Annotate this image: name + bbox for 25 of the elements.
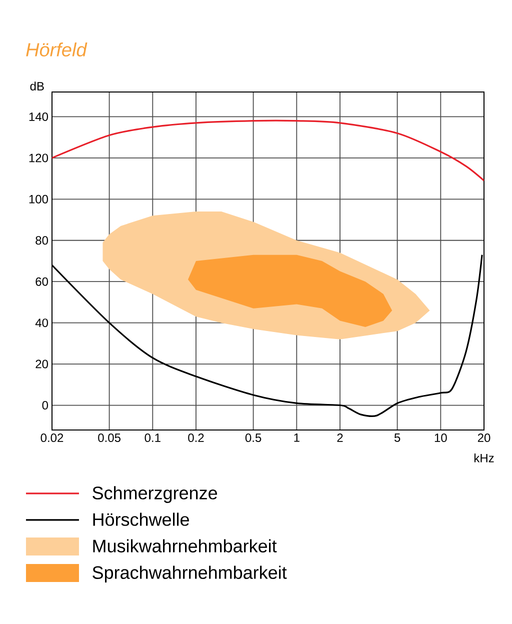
legend-label: Hörschwelle — [93, 512, 190, 526]
legend-label: Sprachwahrnehmbarkeit — [92, 566, 287, 583]
y-axis-title: dB — [30, 82, 44, 90]
y-tick-label: 80 — [36, 236, 48, 245]
x-tick-label: 0.05 — [98, 434, 120, 442]
x-axis-title: kHz — [474, 454, 494, 462]
x-tick-label: 0.1 — [144, 434, 160, 442]
y-tick-label: 120 — [29, 154, 48, 162]
legend-label: Musikwahrnehmbarkeit — [93, 539, 277, 552]
y-tick-label: 20 — [36, 360, 48, 368]
y-tick-label: 60 — [36, 277, 48, 286]
y-tick-label: 0 — [42, 401, 48, 410]
x-tick-label: 1 — [294, 434, 300, 442]
chart-title: Hörfeld — [26, 42, 88, 56]
y-tick-label: 140 — [29, 112, 48, 121]
legend-label: Schmerzgrenze — [92, 486, 218, 503]
x-tick-label: 2 — [337, 434, 343, 442]
x-tick-label: 0.2 — [188, 434, 204, 442]
x-tick-label: 0.02 — [40, 434, 64, 442]
y-tick-label: 100 — [29, 194, 48, 204]
y-tick-label: 40 — [35, 318, 48, 328]
x-tick-label: 10 — [434, 434, 447, 442]
x-tick-label: 5 — [394, 434, 400, 442]
x-tick-label: 20 — [478, 434, 490, 442]
x-tick-label: 0.5 — [245, 434, 262, 442]
